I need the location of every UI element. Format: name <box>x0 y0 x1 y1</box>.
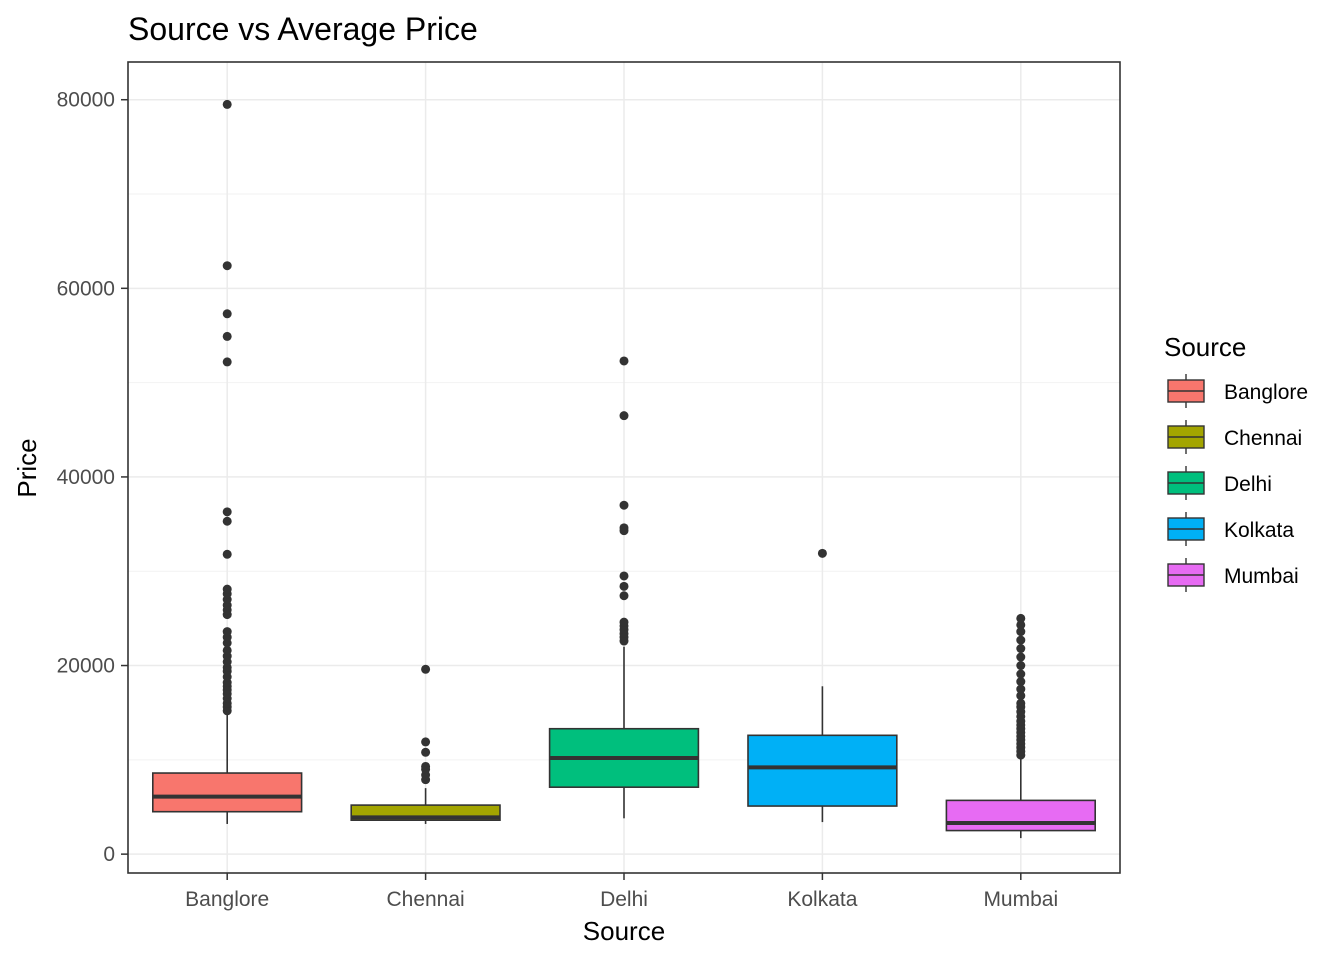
legend-label: Mumbai <box>1224 565 1299 588</box>
outlier-point <box>1016 698 1026 708</box>
legend-item-delhi: Delhi <box>1167 466 1272 500</box>
outlier-point <box>619 356 629 366</box>
outlier-point <box>222 331 232 341</box>
legend-label: Chennai <box>1224 427 1302 450</box>
outlier-point <box>619 617 629 627</box>
legend: Source Banglore Chennai Delhi Kolkata Mumbai <box>1164 332 1308 592</box>
legend-title: Source <box>1164 332 1246 362</box>
outlier-point <box>619 571 629 581</box>
outlier-point <box>222 645 232 655</box>
box-kolkata <box>747 548 898 823</box>
y-tick-label: 60000 <box>57 277 115 300</box>
y-tick-label: 20000 <box>57 655 115 678</box>
x-tick-label: Mumbai <box>983 888 1058 911</box>
outlier-point <box>222 99 232 109</box>
legend-item-banglore: Banglore <box>1167 374 1308 408</box>
outlier-point <box>222 584 232 594</box>
box-iqr <box>747 734 898 807</box>
legend-item-mumbai: Mumbai <box>1167 558 1299 592</box>
outlier-point <box>619 500 629 510</box>
legend-label: Kolkata <box>1224 519 1294 542</box>
box-mumbai <box>945 613 1097 839</box>
y-tick-label: 40000 <box>57 466 115 489</box>
outlier-point <box>1016 661 1026 671</box>
x-tick-label: Chennai <box>386 888 464 911</box>
outlier-point <box>222 309 232 319</box>
outlier-point <box>222 627 232 637</box>
outlier-point <box>222 549 232 559</box>
box-delhi <box>548 356 700 819</box>
outlier-point <box>817 548 827 558</box>
outlier-point <box>1016 613 1026 623</box>
outlier-point <box>1016 669 1026 679</box>
outlier-point <box>222 261 232 271</box>
outlier-point <box>421 761 431 771</box>
plot-panel: 0 20000 40000 60000 80000 Banglore Chennai Delh… <box>57 61 1121 911</box>
outlier-point <box>619 591 629 601</box>
outlier-point <box>1016 627 1026 637</box>
outlier-point <box>1016 677 1026 687</box>
box-iqr <box>152 772 303 813</box>
outlier-point <box>1016 684 1026 694</box>
box-chennai <box>350 664 501 824</box>
y-axis-title: Price <box>12 438 42 497</box>
outlier-point <box>1016 620 1026 630</box>
outlier-point <box>1016 652 1026 662</box>
x-axis-title: Source <box>583 916 665 946</box>
outlier-point <box>421 664 431 674</box>
box-banglore <box>152 99 303 824</box>
chart-title: Source vs Average Price <box>128 11 478 47</box>
x-tick-label: Delhi <box>600 888 648 911</box>
outlier-point <box>619 411 629 421</box>
x-tick-label: Kolkata <box>787 888 857 911</box>
outlier-point <box>222 516 232 526</box>
outlier-point <box>619 581 629 591</box>
legend-label: Banglore <box>1224 381 1308 404</box>
outlier-point <box>619 523 629 533</box>
outlier-point <box>222 507 232 517</box>
outlier-point <box>1016 635 1026 645</box>
x-tick-label: Banglore <box>185 888 269 911</box>
y-tick-label: 0 <box>103 843 115 866</box>
y-tick-label: 80000 <box>57 89 115 112</box>
outlier-point <box>421 737 431 747</box>
outlier-point <box>421 747 431 757</box>
legend-item-chennai: Chennai <box>1167 420 1302 454</box>
outlier-point <box>1016 691 1026 701</box>
outlier-point <box>222 357 232 367</box>
box-iqr <box>945 799 1097 832</box>
legend-label: Delhi <box>1224 473 1272 496</box>
legend-item-kolkata: Kolkata <box>1167 512 1294 546</box>
outlier-point <box>1016 644 1026 654</box>
